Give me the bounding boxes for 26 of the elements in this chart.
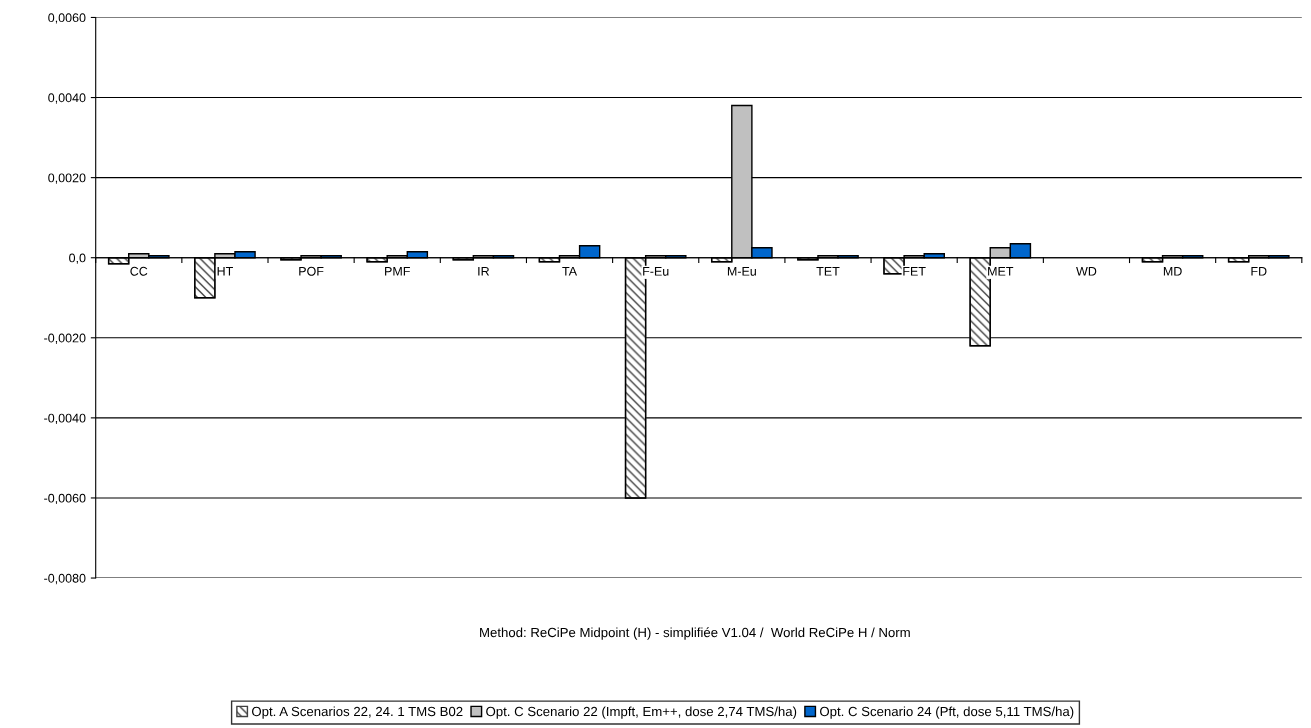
y-tick-label: 0,0	[69, 253, 86, 264]
x-tick-label: M-Eu	[727, 266, 756, 276]
x-tick-label: MD	[1163, 266, 1182, 276]
legend-label: Opt. A Scenarios 22, 24. 1 TMS B02	[252, 706, 463, 719]
y-tick-label: -0,0060	[44, 493, 86, 505]
y-tick-label: 0,0060	[48, 13, 86, 24]
x-tick-label: F-Eu	[643, 266, 669, 276]
x-axis-title: Method: ReCiPe Midpoint (H) - simplifiée V1.04 / World ReCiPe H / Norm	[480, 627, 910, 640]
y-tick-label: -0,0040	[44, 413, 86, 424]
x-tick-label: POF	[299, 266, 324, 276]
x-tick-label: CC	[130, 266, 148, 276]
legend-label: Opt. C Scenario 24 (Pft, dose 5,11 TMS/ha)	[820, 706, 1074, 719]
x-tick-label: HT	[217, 266, 233, 276]
x-tick-label: TET	[816, 266, 840, 276]
x-tick-label: FD	[1251, 266, 1267, 276]
x-tick-label: MET	[988, 266, 1014, 276]
y-tick-label: 0,0020	[48, 173, 86, 184]
legend-label: Opt. C Scenario 22 (Impft, Em++, dose 2,74 TMS/ha)	[486, 706, 797, 719]
x-tick-label: IR	[478, 266, 490, 276]
x-tick-label: TA	[562, 266, 578, 276]
x-tick-label: PMF	[385, 266, 410, 276]
y-tick-label: -0,0080	[44, 573, 86, 585]
x-tick-label: FET	[903, 266, 926, 276]
y-tick-label: -0,0020	[44, 333, 86, 344]
y-tick-label: 0,0040	[48, 93, 86, 104]
x-tick-label: WD	[1076, 266, 1097, 276]
